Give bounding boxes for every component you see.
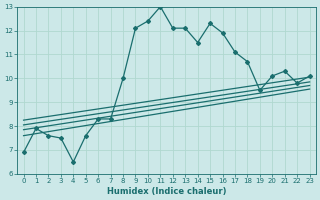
X-axis label: Humidex (Indice chaleur): Humidex (Indice chaleur) (107, 187, 226, 196)
